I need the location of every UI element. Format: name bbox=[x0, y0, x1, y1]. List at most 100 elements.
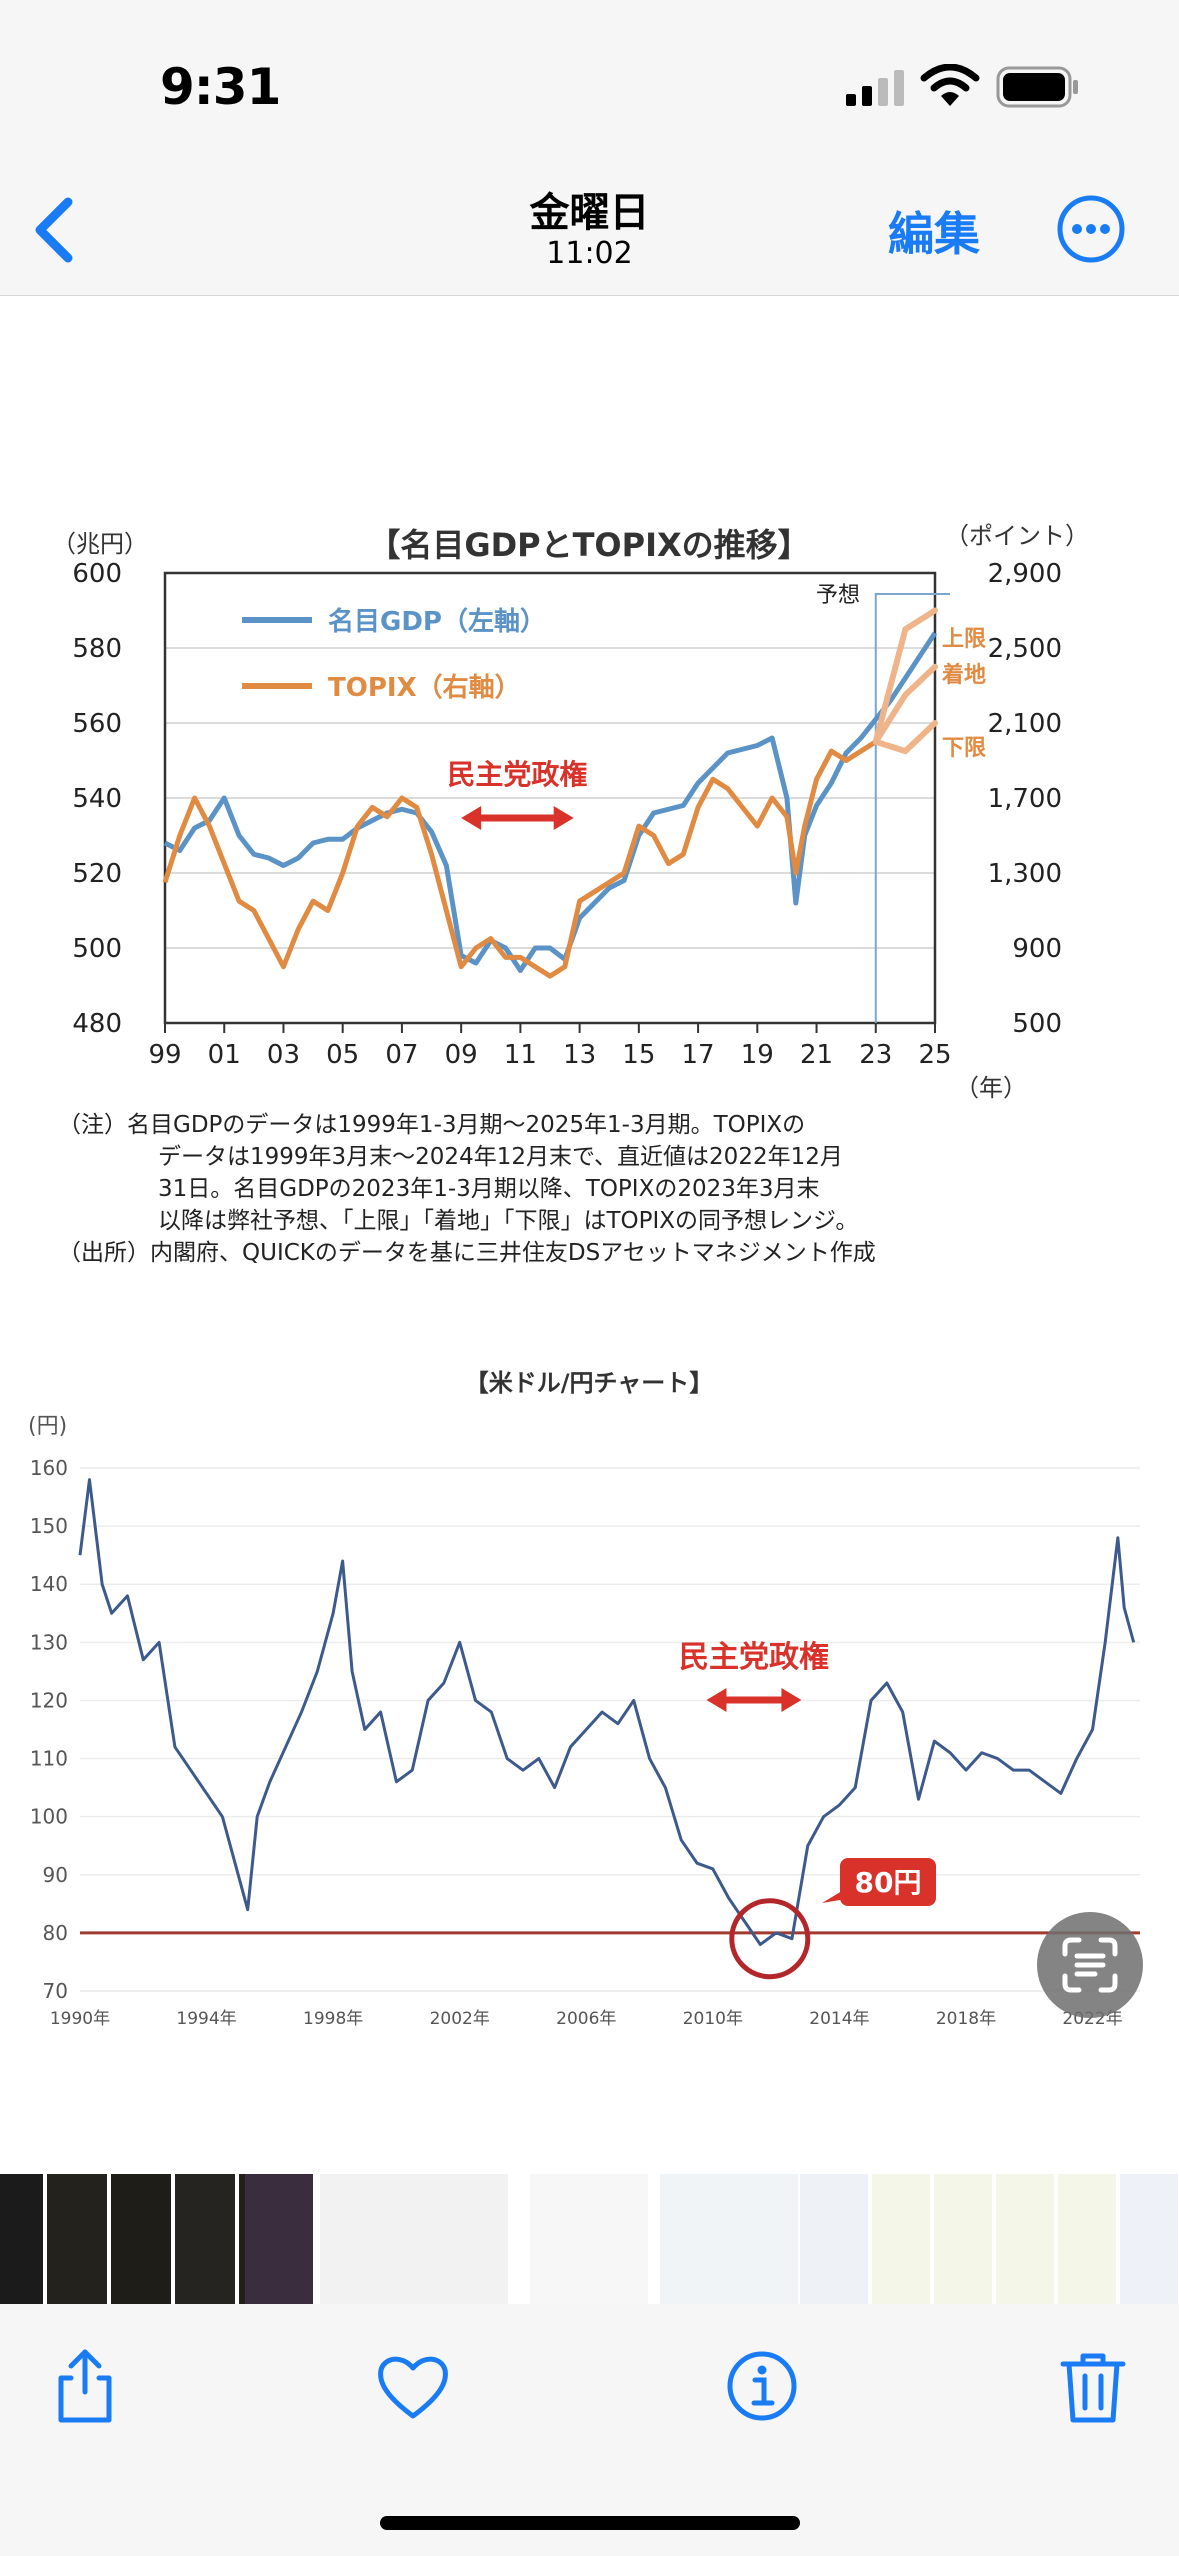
chart-note: （出所）内閣府、QUICKのデータを基に三井住友DSアセットマネジメント作成 bbox=[58, 1240, 876, 1266]
nav-title: 金曜日 bbox=[529, 190, 650, 236]
chart-note: データは1999年3月末～2024年12月末で、直近値は2022年12月 bbox=[158, 1144, 843, 1170]
y-tick-label: 120 bbox=[30, 1688, 68, 1712]
info-icon[interactable] bbox=[722, 2346, 802, 2426]
x-tick-label: 03 bbox=[267, 1040, 300, 1070]
forecast-upper-label: 上限 bbox=[942, 627, 986, 652]
x-tick-label: 17 bbox=[682, 1040, 715, 1070]
thumbnail-2[interactable] bbox=[47, 2174, 109, 2304]
live-text-icon bbox=[1062, 1937, 1118, 1993]
annotation-arrowhead-right bbox=[553, 806, 574, 830]
highlight-circle bbox=[729, 1898, 811, 1980]
annotation-label: 民主党政権 bbox=[679, 1640, 829, 1675]
left-tick-label: 540 bbox=[72, 784, 122, 814]
thumbnail-8[interactable] bbox=[530, 2174, 650, 2304]
right-tick-label: 1,700 bbox=[988, 784, 1062, 814]
thumbnail-15[interactable] bbox=[1120, 2174, 1179, 2304]
right-axis-unit: （ポイント） bbox=[945, 522, 1089, 550]
reference-badge bbox=[840, 1858, 936, 1906]
forecast-lower-label: 下限 bbox=[942, 736, 986, 761]
thumbnail-3[interactable] bbox=[111, 2174, 173, 2304]
forecast-label: 予想 bbox=[816, 583, 860, 608]
gdp-topix-chart: 【名目GDPとTOPIXの推移】 （兆円） （ポイント） 600 580 560 540 52… bbox=[52, 522, 1089, 1266]
live-text-button[interactable] bbox=[1037, 1912, 1143, 2018]
thumbnail-4[interactable] bbox=[175, 2174, 237, 2304]
x-tick-label: 11 bbox=[504, 1040, 537, 1070]
heart-icon[interactable] bbox=[373, 2346, 453, 2426]
series-line-usdjpy bbox=[78, 1478, 1136, 1947]
chevron-left-icon[interactable] bbox=[20, 190, 90, 270]
left-tick-label: 600 bbox=[72, 559, 122, 589]
right-tick-label: 1,300 bbox=[988, 859, 1062, 889]
x-tick-label: 13 bbox=[563, 1040, 596, 1070]
y-axis-unit: (円) bbox=[28, 1414, 67, 1439]
forecast-lower-line bbox=[872, 720, 938, 755]
x-tick-label: 25 bbox=[918, 1040, 951, 1070]
thumbnail-9[interactable] bbox=[660, 2174, 800, 2304]
thumbnail-1[interactable] bbox=[0, 2174, 45, 2304]
right-tick-label: 900 bbox=[1012, 934, 1062, 964]
annotation-arrowhead-left bbox=[461, 806, 482, 830]
thumbnail-12[interactable] bbox=[934, 2174, 994, 2304]
plot-frame bbox=[163, 571, 937, 1025]
x-tick-label: 09 bbox=[445, 1040, 478, 1070]
home-indicator bbox=[380, 2516, 800, 2530]
thumbnail-6[interactable] bbox=[245, 2174, 315, 2304]
x-tick-label: 15 bbox=[622, 1040, 655, 1070]
x-tick-label: 1998年 bbox=[303, 2009, 363, 2029]
annotation-arrowhead-right bbox=[781, 1688, 802, 1712]
trash-icon[interactable] bbox=[1053, 2346, 1133, 2426]
x-tick-label: 07 bbox=[385, 1040, 418, 1070]
y-tick-label: 70 bbox=[43, 1979, 68, 2003]
annotation-arrowhead-left bbox=[706, 1688, 727, 1712]
x-tick-label: 2010年 bbox=[683, 2009, 743, 2029]
status-bar: 9:31 bbox=[0, 0, 1179, 150]
forecast-mid-line bbox=[872, 663, 938, 745]
right-tick-label: 2,500 bbox=[988, 634, 1062, 664]
y-tick-label: 100 bbox=[30, 1805, 68, 1829]
thumbnail-10[interactable] bbox=[800, 2174, 870, 2304]
x-tick-label: 1994年 bbox=[176, 2009, 236, 2029]
x-tick-label: 19 bbox=[741, 1040, 774, 1070]
thumbnail-14[interactable] bbox=[1058, 2174, 1118, 2304]
share-icon[interactable] bbox=[45, 2346, 125, 2426]
chart-note: 31日。名目GDPの2023年1-3月期以降、TOPIXの2023年3月末 bbox=[158, 1176, 820, 1202]
photo-viewer[interactable]: 【名目GDPとTOPIXの推移】 （兆円） （ポイント） 600 580 560 540 52… bbox=[0, 296, 1179, 2174]
forecast-mid-label: 着地 bbox=[941, 662, 986, 688]
signal-icon bbox=[846, 70, 904, 106]
series-line-gdp bbox=[163, 631, 938, 973]
nav-bar: 金曜日 11:02 編集 bbox=[0, 150, 1179, 296]
thumbnail-11[interactable] bbox=[872, 2174, 932, 2304]
reference-badge-tail bbox=[822, 1891, 846, 1903]
x-tick-label: 23 bbox=[859, 1040, 892, 1070]
left-tick-label: 500 bbox=[72, 934, 122, 964]
ellipsis-circle-icon[interactable] bbox=[1056, 194, 1126, 264]
y-tick-label: 140 bbox=[30, 1572, 68, 1596]
right-tick-label: 2,100 bbox=[988, 709, 1062, 739]
right-tick-label: 2,900 bbox=[988, 559, 1062, 589]
thumbnail-strip[interactable] bbox=[0, 2174, 1179, 2304]
y-tick-label: 160 bbox=[30, 1456, 68, 1480]
x-tick-label: 1990年 bbox=[50, 2009, 110, 2029]
x-tick-label: 2006年 bbox=[556, 2009, 616, 2029]
x-tick-label: 2018年 bbox=[936, 2009, 996, 2029]
thumbnail-13[interactable] bbox=[996, 2174, 1056, 2304]
edit-button[interactable]: 編集 bbox=[888, 207, 980, 261]
forecast-upper-line bbox=[872, 607, 938, 745]
x-tick-label: 21 bbox=[800, 1040, 833, 1070]
chart-title: 【名目GDPとTOPIXの推移】 bbox=[368, 526, 809, 564]
left-tick-label: 560 bbox=[72, 709, 122, 739]
usdjpy-chart: 【米ドル/円チャート】 (円) 160 150 140 130 120 110 100 90 80 7… bbox=[28, 1369, 1140, 2029]
y-tick-label: 80 bbox=[43, 1921, 68, 1945]
thumbnail-7[interactable] bbox=[320, 2174, 510, 2304]
y-tick-label: 110 bbox=[30, 1747, 68, 1771]
y-tick-label: 90 bbox=[43, 1863, 68, 1887]
x-tick-label: 2002年 bbox=[430, 2009, 490, 2029]
annotation-label: 民主党政権 bbox=[447, 758, 587, 791]
left-tick-label: 580 bbox=[72, 634, 122, 664]
right-tick-label: 500 bbox=[1012, 1009, 1062, 1039]
legend-label-gdp: 名目GDP（左軸） bbox=[328, 606, 546, 637]
wifi-icon bbox=[920, 64, 980, 106]
x-axis-unit: （年） bbox=[955, 1074, 1027, 1102]
status-time: 9:31 bbox=[160, 58, 281, 116]
chart-note: （注）名目GDPのデータは1999年1-3月期～2025年1-3月期。TOPIX… bbox=[58, 1112, 805, 1138]
